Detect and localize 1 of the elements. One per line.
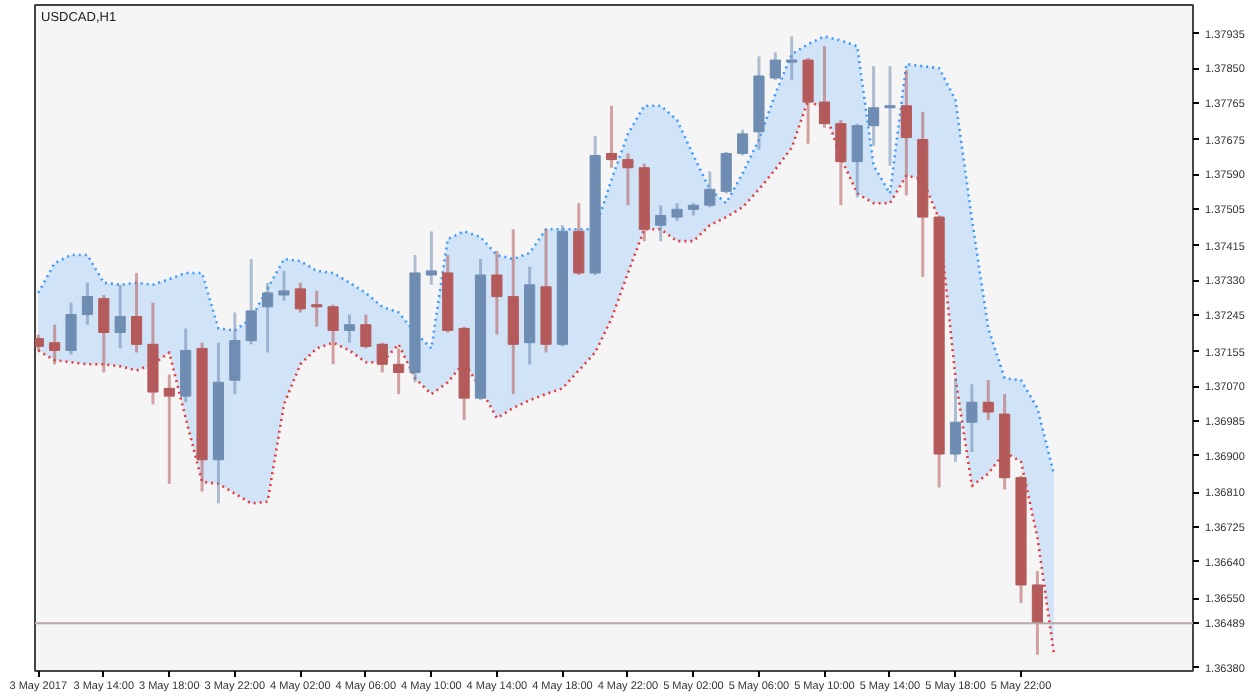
line-series <box>36 35 1056 475</box>
